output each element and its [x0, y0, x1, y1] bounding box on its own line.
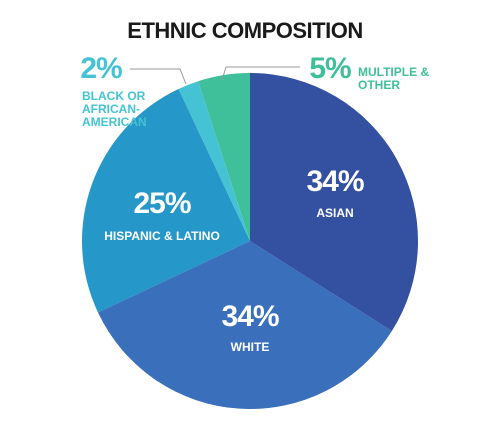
category-label: ASIAN — [316, 206, 354, 220]
pie-slice — [178, 81, 250, 241]
value-label: 34% — [221, 300, 279, 333]
value-label: 25% — [133, 187, 191, 220]
pie-slice — [97, 241, 392, 409]
value-label: 5% — [309, 52, 351, 85]
value-label: 2% — [80, 52, 122, 85]
pie-slice — [250, 73, 419, 332]
pie-slice — [82, 88, 250, 313]
value-label: 34% — [306, 165, 364, 198]
category-label: WHITE — [230, 340, 270, 354]
category-label: BLACK OR AFRICAN-AMERICAN — [82, 89, 147, 130]
leader-line — [221, 66, 300, 81]
chart-title: ETHNIC COMPOSITION — [127, 18, 363, 43]
pie-slice — [198, 73, 250, 241]
category-label: MULTIPLE & OTHER — [358, 65, 430, 93]
leader-line — [130, 68, 187, 85]
category-label: HISPANIC & LATINO — [104, 229, 220, 243]
